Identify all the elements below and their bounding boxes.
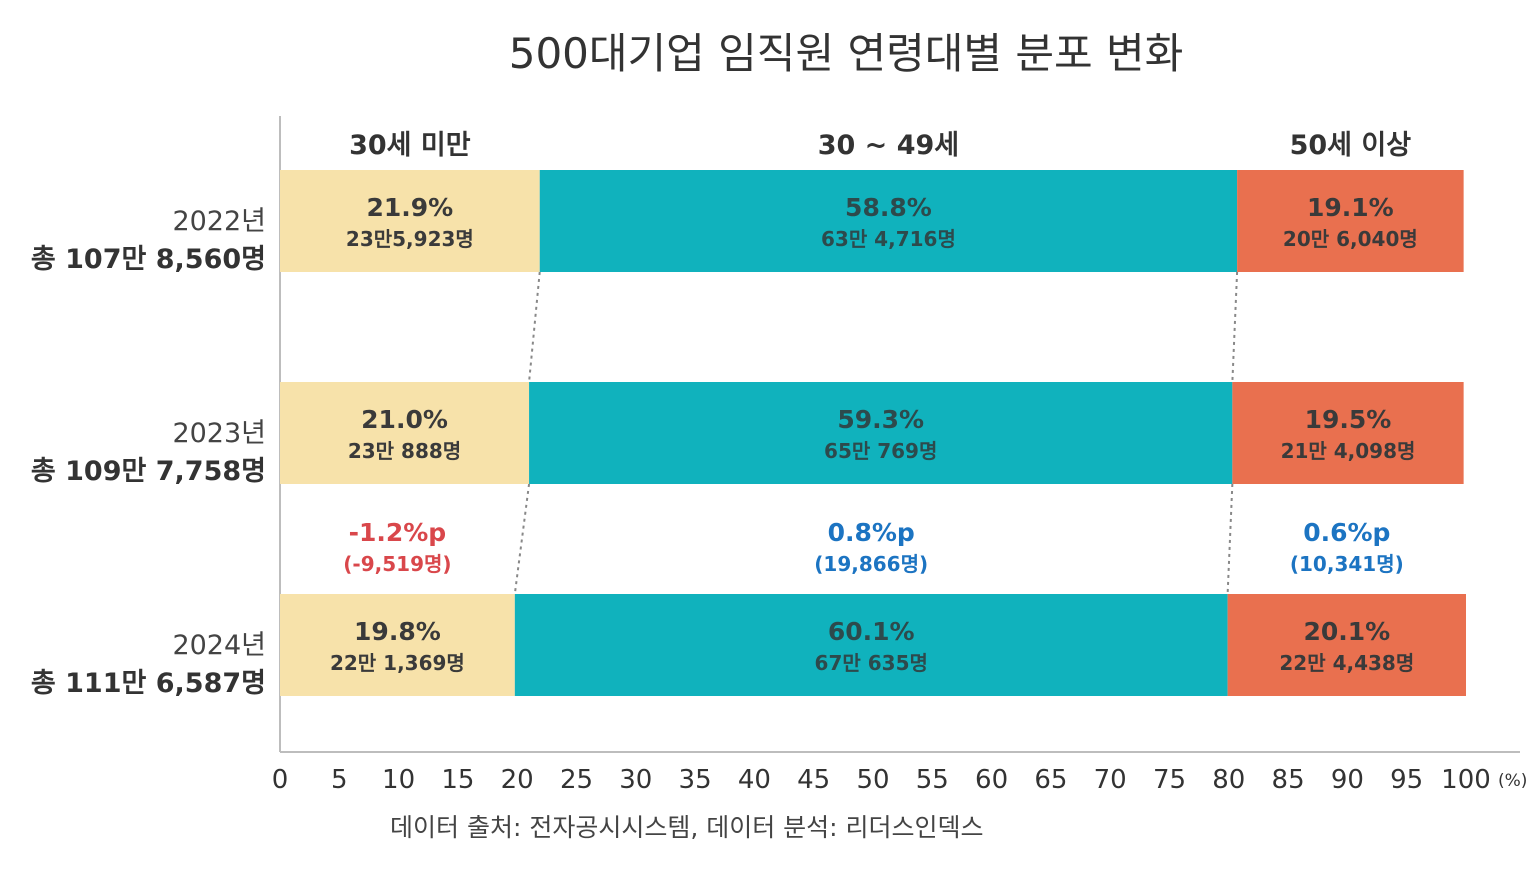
change-percent: 0.6%p (1303, 518, 1390, 547)
x-tick-label: 0 (272, 765, 289, 795)
change-percent: -1.2%p (349, 518, 447, 547)
x-tick-label: 30 (619, 765, 652, 795)
change-count: (10,341명) (1290, 552, 1404, 576)
data-label-count: 23만 888명 (348, 439, 461, 463)
x-tick-label: 40 (738, 765, 771, 795)
data-label-count: 23만5,923명 (346, 227, 474, 251)
connector-line (1231, 271, 1239, 383)
data-label-percent: 21.0% (361, 405, 448, 434)
x-tick-label: 95 (1390, 765, 1423, 795)
bar-segment (280, 594, 515, 696)
row-label-year: 2023년 (172, 418, 266, 449)
series-header: 30 ~ 49세 (818, 130, 959, 161)
change-percent: 0.8%p (828, 518, 915, 547)
data-label-percent: 58.8% (845, 193, 932, 222)
x-tick-label: 85 (1272, 765, 1305, 795)
data-label-percent: 20.1% (1303, 617, 1390, 646)
data-label-percent: 19.8% (354, 617, 441, 646)
x-tick-label: 35 (679, 765, 712, 795)
x-tick-label: 45 (797, 765, 830, 795)
connector-line (528, 271, 541, 383)
chart-title: 500대기업 임직원 연령대별 분포 변화 (509, 29, 1184, 78)
x-tick-label: 5 (331, 765, 348, 795)
x-tick-label: 20 (501, 765, 534, 795)
data-label-percent: 19.5% (1305, 405, 1392, 434)
series-header: 50세 이상 (1290, 130, 1412, 161)
data-label-count: 22만 4,438명 (1279, 651, 1414, 675)
bar-segment (529, 382, 1233, 484)
data-label-count: 22만 1,369명 (330, 651, 465, 675)
bar-segment (280, 170, 540, 272)
connector-line (1226, 483, 1234, 595)
row-label-total: 총 109만 7,758명 (31, 456, 266, 487)
x-tick-label: 25 (560, 765, 593, 795)
x-tick-label: 70 (1094, 765, 1127, 795)
change-count: (19,866명) (814, 552, 928, 576)
row-label-year: 2022년 (172, 206, 266, 237)
x-tick-label: 90 (1331, 765, 1364, 795)
bar-segment (1232, 382, 1464, 484)
x-tick-label: 80 (1212, 765, 1245, 795)
x-tick-label: 60 (975, 765, 1008, 795)
data-label-count: 20만 6,040명 (1283, 227, 1418, 251)
data-label-percent: 59.3% (837, 405, 924, 434)
row-label-year: 2024년 (172, 630, 266, 661)
change-count: (-9,519명) (343, 552, 451, 576)
data-label-percent: 21.9% (366, 193, 453, 222)
bar-segment (280, 382, 530, 484)
x-tick-label: 50 (856, 765, 889, 795)
bar-segment (1237, 170, 1464, 272)
row-label-total: 총 107만 8,560명 (31, 244, 266, 275)
data-label-count: 63만 4,716명 (821, 227, 956, 251)
bar-segment (514, 594, 1228, 696)
row-label-total: 총 111만 6,587명 (31, 668, 266, 699)
data-label-percent: 60.1% (828, 617, 915, 646)
data-label-percent: 19.1% (1307, 193, 1394, 222)
connector-line (513, 483, 531, 595)
bar-segment (1227, 594, 1466, 696)
data-label-count: 65만 769명 (824, 439, 937, 463)
source-note: 데이터 출처: 전자공시시스템, 데이터 분석: 리더스인덱스 (390, 813, 984, 842)
x-tick-label: 75 (1153, 765, 1186, 795)
x-tick-label: 10 (382, 765, 415, 795)
bar-segment (539, 170, 1238, 272)
series-header: 30세 미만 (349, 130, 471, 161)
x-tick-label: 100 (1441, 765, 1491, 795)
data-label-count: 21만 4,098명 (1281, 439, 1416, 463)
x-tick-label: 65 (1034, 765, 1067, 795)
x-tick-label: 15 (441, 765, 474, 795)
data-label-count: 67만 635명 (815, 651, 928, 675)
x-axis-unit: (%) (1498, 771, 1527, 791)
x-tick-label: 55 (916, 765, 949, 795)
